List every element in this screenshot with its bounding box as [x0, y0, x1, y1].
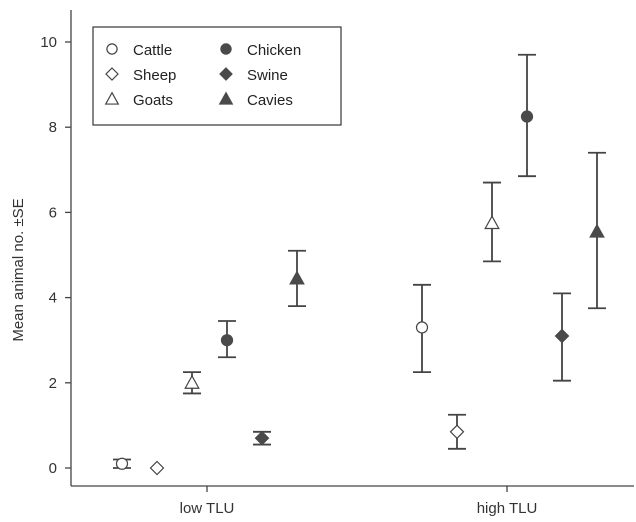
- legend-marker-goats: [104, 91, 120, 105]
- legend-label-cavies: Cavies: [247, 92, 293, 109]
- data-point: [589, 223, 605, 238]
- x-tick-label: high TLU: [477, 500, 538, 517]
- series-chicken: [218, 53, 536, 359]
- y-tick-label: 2: [49, 375, 57, 392]
- x-tick-label: low TLU: [180, 500, 235, 517]
- y-tick-label: 6: [49, 204, 57, 221]
- legend-label-cattle: Cattle: [133, 42, 172, 59]
- legend-marker-chicken: [220, 43, 232, 55]
- legend: Cattle Sheep Goats Chicken Swine Cavies: [92, 26, 342, 126]
- y-axis-title: Mean animal no. ±SE: [10, 198, 27, 341]
- y-tick-label: 8: [49, 119, 57, 136]
- data-point: [289, 270, 305, 285]
- y-tick-label: 4: [49, 290, 57, 307]
- data-point: [554, 328, 570, 344]
- legend-marker-cattle: [106, 43, 118, 55]
- series-cattle: [113, 283, 431, 470]
- legend-label-goats: Goats: [133, 92, 173, 109]
- data-point: [184, 374, 200, 389]
- y-tick-label: 0: [49, 460, 57, 477]
- series-cavies: [288, 151, 606, 310]
- series-swine: [253, 292, 571, 446]
- data-marks: [113, 53, 606, 476]
- data-point: [149, 460, 165, 476]
- legend-label-swine: Swine: [247, 67, 288, 84]
- y-tick-label: 10: [40, 34, 57, 51]
- data-point: [415, 321, 429, 334]
- data-point: [449, 424, 465, 440]
- data-point: [115, 457, 129, 470]
- legend-box: [92, 26, 342, 126]
- data-point: [484, 214, 500, 230]
- data-point: [254, 430, 270, 446]
- series-sheep: [149, 413, 466, 476]
- legend-marker-sheep: [105, 67, 119, 81]
- data-point: [520, 110, 534, 123]
- series-goats: [183, 181, 501, 395]
- legend-marker-swine: [219, 67, 233, 81]
- legend-marker-cavies: [218, 91, 234, 105]
- legend-label-chicken: Chicken: [247, 42, 301, 59]
- data-point: [220, 334, 234, 347]
- axes: 0 2 4 6 8 10 low TLU high TLU: [40, 10, 634, 517]
- legend-label-sheep: Sheep: [133, 67, 176, 84]
